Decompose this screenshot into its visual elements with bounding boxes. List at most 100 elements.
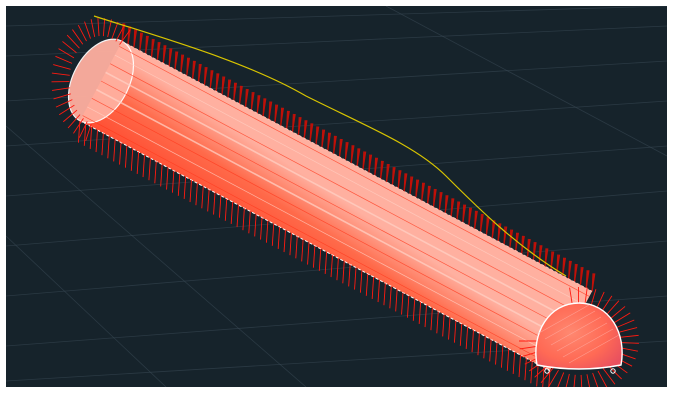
- radial-load-arrow: [227, 79, 232, 98]
- section-hatch-line: [556, 322, 608, 352]
- radial-load-arrow: [268, 101, 273, 120]
- radial-load-arrow: [344, 142, 349, 161]
- grid-line: [6, 125, 307, 387]
- radial-load-arrow: [121, 23, 126, 42]
- grid-line: [6, 240, 667, 297]
- radial-load-arrow: [309, 123, 314, 142]
- radial-load-arrow: [256, 95, 261, 114]
- radial-load-arrow: [53, 93, 71, 100]
- radial-load-arrow: [330, 255, 333, 278]
- cad-model-viewport[interactable]: [6, 6, 667, 387]
- radial-load-arrow: [359, 270, 363, 293]
- radial-load-arrow: [395, 289, 398, 312]
- radial-load-arrow: [430, 308, 433, 331]
- radial-load-arrow: [215, 73, 220, 92]
- radial-load-arrow: [297, 117, 302, 136]
- grid-line: [6, 235, 167, 387]
- radial-load-arrow: [162, 45, 167, 64]
- radial-load-arrow: [77, 24, 87, 42]
- radial-load-arrow: [415, 179, 420, 198]
- radial-load-arrow: [383, 283, 386, 306]
- radial-load-arrow: [119, 142, 122, 165]
- radial-load-arrows-front: [51, 18, 551, 387]
- radial-load-arrow: [617, 327, 638, 333]
- radial-load-arrow: [66, 34, 80, 49]
- radial-load-arrow: [602, 367, 616, 385]
- radial-load-arrow: [573, 264, 578, 282]
- radial-load-arrow: [195, 183, 198, 206]
- radial-load-arrow: [271, 223, 275, 246]
- radial-load-arrow: [618, 334, 639, 338]
- section-node: [610, 368, 616, 374]
- radial-load-arrow: [521, 235, 525, 254]
- radial-load-arrow: [362, 151, 367, 170]
- radial-load-arrow: [254, 214, 257, 237]
- radial-load-arrow: [512, 351, 516, 374]
- radial-load-arrow: [51, 87, 70, 91]
- lining-bottom-edge: [79, 120, 551, 372]
- radial-load-arrow: [618, 342, 639, 344]
- radial-load-arrow: [342, 261, 345, 284]
- radial-load-arrow: [579, 267, 584, 286]
- radial-load-arrow: [597, 370, 608, 387]
- radial-load-arrow: [585, 270, 590, 289]
- radial-load-arrow: [509, 229, 514, 248]
- radial-load-arrow: [368, 154, 373, 173]
- section-hatch-line: [550, 316, 602, 346]
- lining-top-edge: [121, 40, 593, 292]
- radial-load-arrow: [321, 129, 326, 148]
- radial-load-arrow: [526, 239, 531, 257]
- radial-load-arrow: [540, 367, 555, 384]
- radial-load-arrow: [465, 326, 469, 349]
- radial-load-arrow: [389, 286, 392, 309]
- radial-load-arrow: [142, 155, 145, 178]
- radial-load-arrow: [580, 374, 583, 387]
- lining-line: [96, 88, 567, 341]
- radial-load-arrow: [377, 280, 380, 303]
- radial-load-arrow: [101, 133, 104, 156]
- radial-load-arrow: [265, 220, 269, 243]
- radial-load-arrow: [397, 170, 402, 189]
- tunnel-lining-model-drawing[interactable]: [6, 6, 667, 387]
- radial-load-arrow: [489, 339, 492, 362]
- radial-load-arrow: [586, 374, 590, 387]
- radial-load-arrow: [260, 217, 263, 240]
- radial-load-arrow: [385, 164, 390, 182]
- alignment-curve[interactable]: [93, 15, 567, 277]
- radial-load-arrow: [427, 185, 431, 204]
- radial-load-arrow: [72, 29, 84, 45]
- radial-load-arrow: [442, 314, 445, 337]
- radial-load-arrow: [371, 276, 375, 299]
- radial-load-arrow: [471, 330, 474, 353]
- radial-load-arrow: [312, 245, 316, 268]
- radial-load-arrow: [307, 242, 310, 265]
- radial-load-arrow: [95, 130, 98, 153]
- radial-load-arrow: [250, 92, 255, 111]
- radial-load-arrow: [333, 135, 337, 154]
- radial-load-arrow: [177, 173, 181, 196]
- radial-load-arrow: [609, 306, 626, 320]
- radial-load-arrow: [201, 186, 204, 209]
- radial-load-arrow: [530, 361, 533, 384]
- radial-load-arrow: [456, 201, 461, 220]
- radial-load-arrow: [401, 292, 404, 315]
- radial-load-arrow: [350, 145, 355, 164]
- radial-load-arrow: [462, 204, 467, 223]
- radial-load-arrow: [568, 260, 572, 279]
- radial-load-arrow: [536, 364, 539, 387]
- radial-load-arrow: [244, 89, 249, 107]
- radial-load-arrow: [380, 160, 384, 179]
- radial-load-arrow: [136, 151, 140, 174]
- radial-load-arrow: [289, 233, 292, 256]
- radial-load-arrow: [55, 55, 73, 64]
- tunnel-body[interactable]: [55, 28, 593, 372]
- radial-load-arrow: [524, 358, 527, 381]
- radial-load-arrow: [230, 201, 234, 224]
- section-hatch-line: [538, 304, 590, 334]
- radial-load-arrow: [280, 107, 285, 126]
- radial-load-arrow: [242, 208, 245, 231]
- radial-load-arrow: [557, 372, 565, 387]
- radial-load-arrow: [107, 19, 112, 38]
- tunnel-end-section[interactable]: [519, 286, 639, 387]
- radial-load-arrow: [248, 211, 251, 234]
